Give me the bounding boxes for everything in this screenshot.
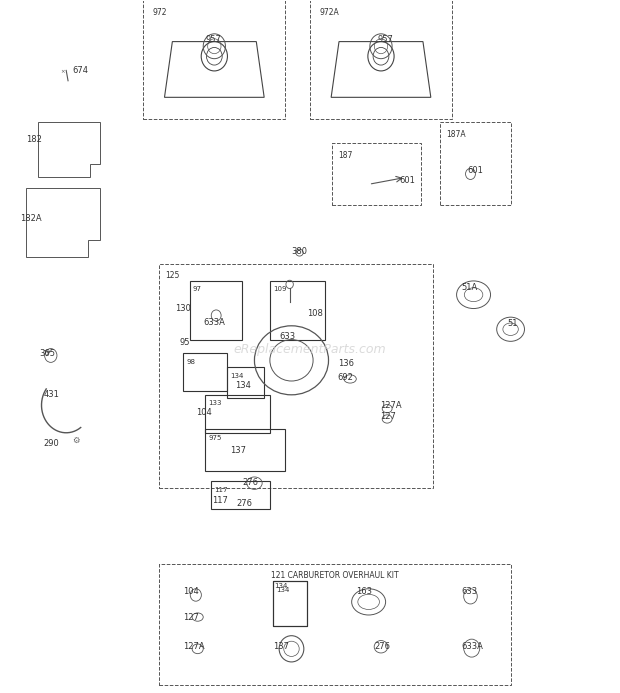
Text: 104: 104 — [184, 587, 199, 596]
Text: 182A: 182A — [20, 214, 42, 223]
Text: 633A: 633A — [203, 318, 225, 327]
Text: 95: 95 — [179, 338, 190, 347]
Text: 633A: 633A — [461, 642, 483, 651]
Text: 276: 276 — [236, 500, 252, 509]
Text: 187A: 187A — [446, 130, 466, 139]
Text: 127: 127 — [184, 613, 200, 622]
Text: 121 CARBURETOR OVERHAUL KIT: 121 CARBURETOR OVERHAUL KIT — [271, 571, 399, 580]
Text: 163: 163 — [356, 587, 372, 596]
Text: 133: 133 — [208, 401, 222, 406]
Text: 104: 104 — [196, 407, 211, 416]
Text: 127: 127 — [379, 412, 396, 421]
Text: 601: 601 — [467, 166, 483, 175]
Text: ×: × — [60, 69, 64, 74]
Text: ⚙: ⚙ — [73, 436, 80, 445]
Text: 127A: 127A — [184, 642, 205, 651]
Text: 276: 276 — [375, 642, 391, 651]
Text: 134: 134 — [276, 587, 290, 593]
Text: 972: 972 — [153, 8, 167, 17]
Text: 117: 117 — [215, 486, 228, 493]
Text: 134: 134 — [230, 373, 243, 379]
Text: 380: 380 — [291, 247, 308, 256]
Text: 137: 137 — [273, 642, 289, 651]
Text: 972A: 972A — [319, 8, 339, 17]
Text: 975: 975 — [208, 435, 221, 441]
Text: 137: 137 — [230, 446, 246, 455]
Text: 601: 601 — [399, 176, 415, 185]
Text: 187: 187 — [338, 151, 352, 160]
Text: 276: 276 — [242, 478, 258, 487]
Text: 109: 109 — [273, 286, 286, 292]
Text: 136: 136 — [338, 359, 354, 368]
Text: 182: 182 — [26, 135, 42, 144]
Text: 98: 98 — [187, 359, 195, 365]
Text: 692: 692 — [338, 373, 353, 382]
Text: 633: 633 — [279, 332, 295, 341]
Text: 134: 134 — [235, 381, 250, 390]
Text: 108: 108 — [307, 309, 323, 318]
Text: 125: 125 — [165, 270, 179, 279]
Text: 127A: 127A — [379, 401, 401, 410]
Text: 957: 957 — [205, 35, 221, 44]
Text: 117: 117 — [213, 496, 228, 505]
Text: 290: 290 — [43, 439, 59, 448]
Text: 51: 51 — [508, 319, 518, 328]
Text: 957: 957 — [378, 35, 394, 44]
Text: 51A: 51A — [461, 283, 477, 292]
Text: eReplacementParts.com: eReplacementParts.com — [234, 344, 386, 356]
Text: 134: 134 — [274, 584, 288, 589]
Text: 130: 130 — [175, 304, 192, 313]
Text: 365: 365 — [40, 349, 56, 358]
Text: 431: 431 — [43, 390, 60, 399]
Text: 97: 97 — [193, 286, 202, 292]
Text: 633: 633 — [461, 587, 477, 596]
Text: 674: 674 — [73, 66, 89, 75]
